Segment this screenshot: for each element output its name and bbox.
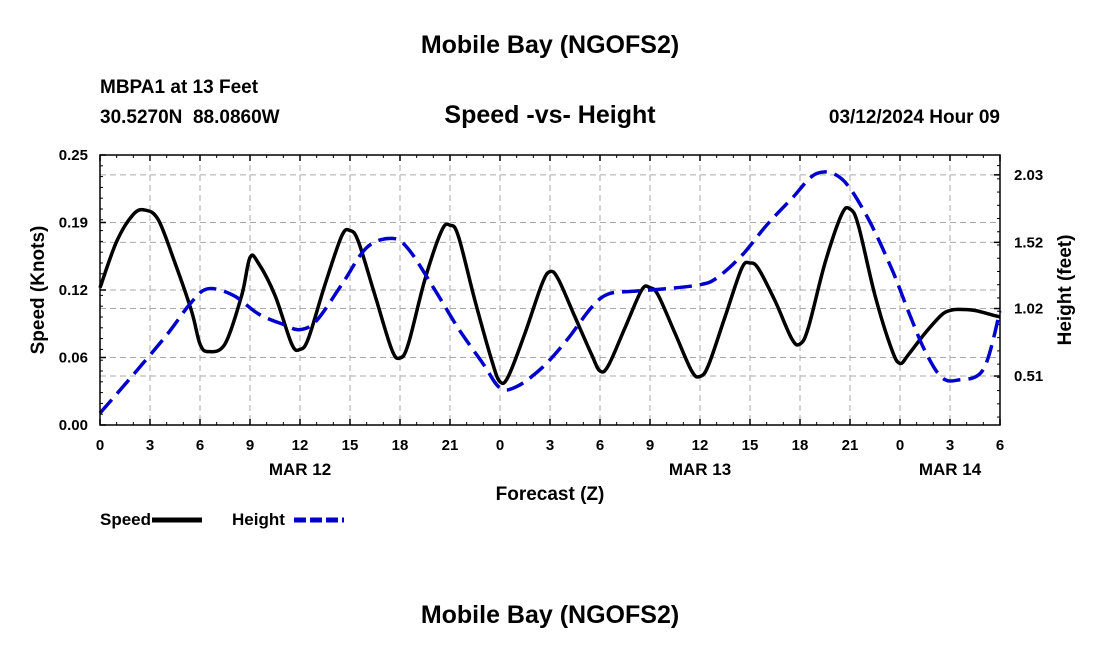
x-tick-label: 0 — [96, 437, 104, 454]
x-tick-label: 15 — [742, 437, 759, 454]
date-label: MAR 12 — [269, 460, 331, 479]
x-tick-label: 15 — [342, 437, 359, 454]
plot-frame — [99, 154, 1001, 426]
x-tick-label: 18 — [792, 437, 809, 454]
grid-lines — [100, 155, 1000, 425]
y2-tick-label: 2.03 — [1014, 167, 1043, 184]
chart-title: Speed -vs- Height — [444, 101, 656, 129]
legend: Speed Height — [100, 510, 344, 529]
y-tick-label: 0.06 — [59, 350, 88, 367]
page-title: Mobile Bay (NGOFS2) — [420, 31, 680, 59]
date-label: MAR 14 — [919, 460, 982, 479]
x-tick-label: 0 — [896, 437, 904, 454]
series-line-height — [98, 170, 1002, 415]
y2-axis-title: Height (feet) — [1055, 235, 1076, 346]
y-tick-label: 0.12 — [59, 282, 88, 299]
date-label: MAR 13 — [669, 460, 731, 479]
x-tick-label: 0 — [496, 437, 504, 454]
x-tick-label: 21 — [442, 437, 459, 454]
legend-label-height: Height — [232, 510, 285, 529]
series-line-speed — [98, 205, 1001, 386]
x-tick-label: 3 — [946, 437, 954, 454]
legend-label-speed: Speed — [100, 510, 151, 529]
x-tick-label: 6 — [996, 437, 1004, 454]
x-tick-label: 6 — [196, 437, 204, 454]
x-tick-label: 21 — [842, 437, 859, 454]
x-tick-label: 9 — [646, 437, 654, 454]
x-tick-label: 9 — [246, 437, 254, 454]
y-tick-label: 0.19 — [59, 215, 88, 232]
x-tick-label: 18 — [392, 437, 409, 454]
y-tick-label: 0.25 — [59, 147, 88, 164]
x-tick-label: 12 — [692, 437, 709, 454]
y-axis-title: Speed (Knots) — [28, 226, 49, 355]
y2-tick-label: 1.52 — [1014, 234, 1043, 251]
axis-labels: 0 3 6 9 12 15 18 21 0 3 6 9 12 15 18 21 0 3 6 0.00 0.06 0.12 0… — [28, 147, 1076, 505]
x-tick-label: 6 — [596, 437, 604, 454]
y2-tick-label: 1.02 — [1014, 301, 1043, 318]
station-label: MBPA1 at 13 Feet — [100, 77, 259, 98]
date-time-label: 03/12/2024 Hour 09 — [828, 107, 1000, 128]
x-tick-label: 12 — [292, 437, 309, 454]
y2-tick-label: 0.51 — [1014, 368, 1043, 385]
x-axis-title: Forecast (Z) — [496, 484, 605, 505]
x-tick-label: 3 — [146, 437, 154, 454]
series-lines — [98, 170, 1002, 415]
x-tick-label: 3 — [546, 437, 554, 454]
coordinates-label: 30.5270N 88.0860W — [100, 107, 280, 128]
footer-title: Mobile Bay (NGOFS2) — [420, 601, 680, 629]
y-tick-label: 0.00 — [59, 417, 88, 434]
